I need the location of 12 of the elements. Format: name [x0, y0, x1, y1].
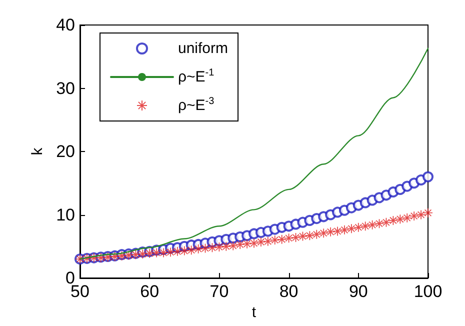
x-tick-label: 90 [348, 282, 368, 301]
y-tick-label: 40 [56, 16, 75, 34]
x-tick-label: 80 [279, 282, 298, 301]
legend-label: uniform [178, 40, 228, 57]
y-tick-label: 10 [56, 205, 75, 224]
x-tick-label: 60 [140, 282, 160, 301]
x-tick-label: 100 [414, 282, 442, 301]
y-axis-title: k [29, 147, 46, 156]
x-axis-title: t [252, 304, 257, 321]
x-tick-label: 70 [210, 282, 229, 301]
y-tick-label: 30 [56, 78, 75, 98]
y-tick-label: 20 [56, 142, 75, 161]
